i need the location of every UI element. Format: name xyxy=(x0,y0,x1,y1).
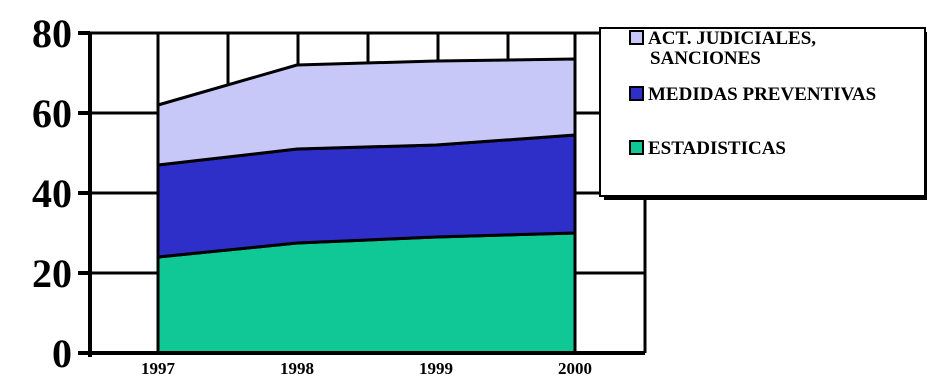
plot-area xyxy=(90,33,645,353)
y-tick-label: 20 xyxy=(32,251,72,296)
x-tick-label: 1999 xyxy=(419,359,453,377)
legend-label: ACT. JUDICIALES, xyxy=(648,28,816,49)
legend-label: MEDIDAS PREVENTIVAS xyxy=(648,84,876,105)
legend-swatch xyxy=(630,87,643,100)
legend-label: ESTADISTICAS xyxy=(648,138,786,159)
y-tick-label: 60 xyxy=(32,91,72,136)
y-tick-label: 40 xyxy=(32,171,72,216)
x-tick-label: 1998 xyxy=(280,359,314,377)
legend-box xyxy=(600,28,925,196)
legend-label: SANCIONES xyxy=(650,48,761,69)
legend-swatch xyxy=(630,31,643,44)
y-tick-label: 0 xyxy=(52,331,72,376)
x-tick-label: 1997 xyxy=(141,359,176,377)
legend-swatch xyxy=(630,141,643,154)
x-tick-label: 2000 xyxy=(558,359,592,377)
legend: ACT. JUDICIALES,SANCIONES MEDIDAS PREVENT… xyxy=(600,28,927,200)
y-tick-label: 80 xyxy=(32,11,72,56)
